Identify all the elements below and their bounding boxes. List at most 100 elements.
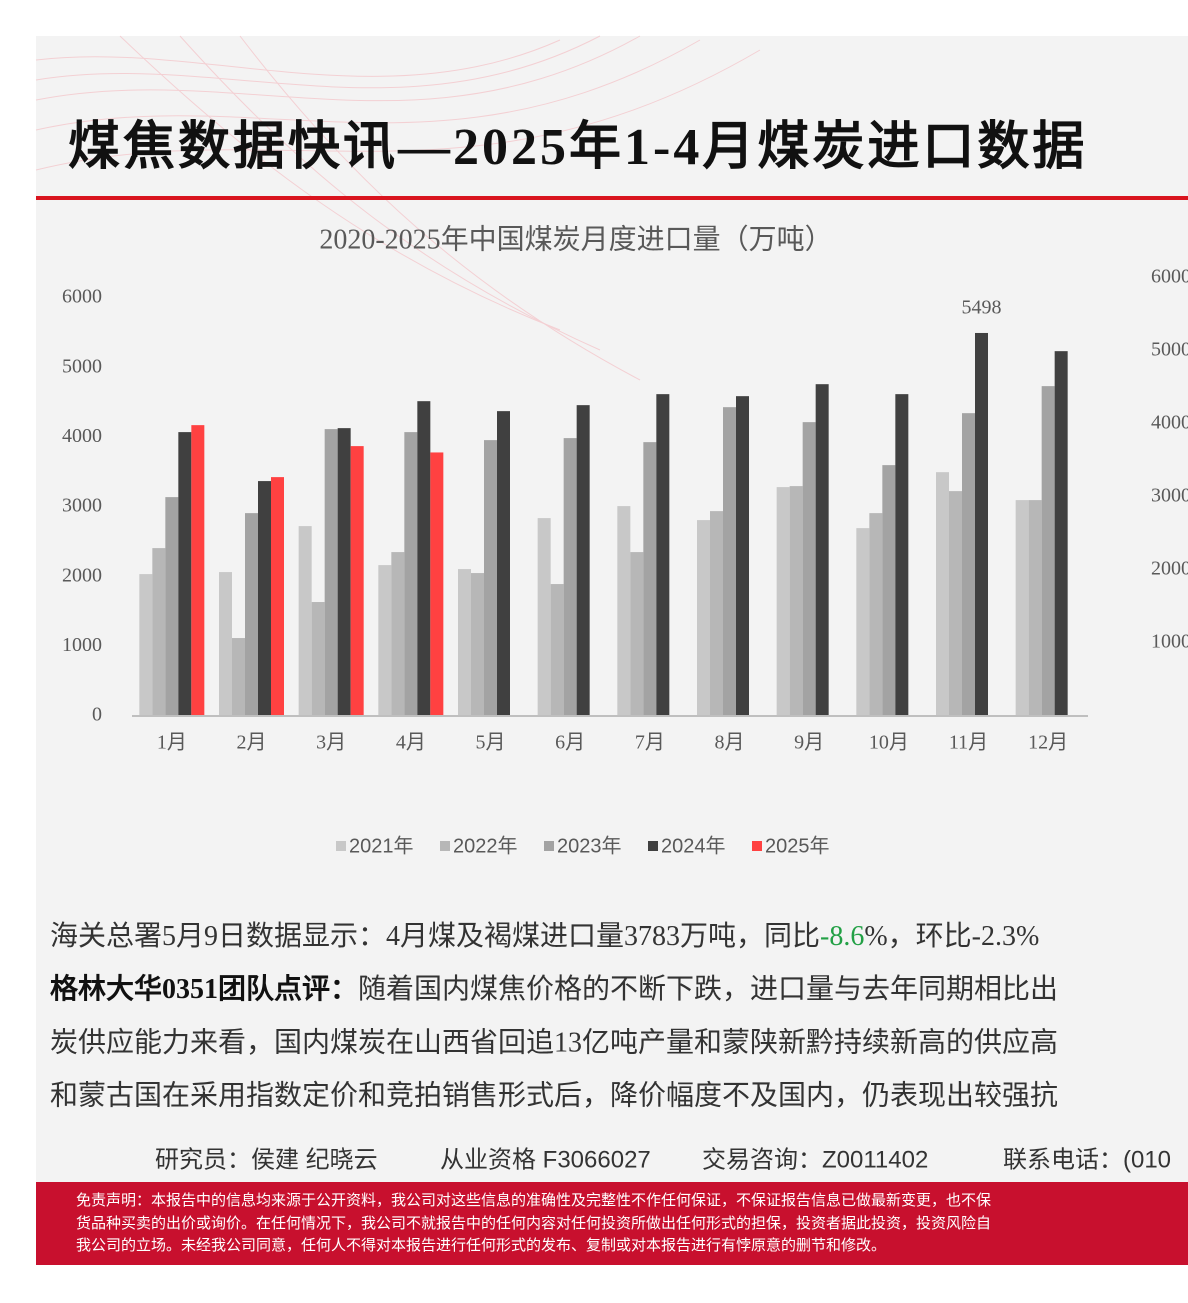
y-tick-label: 5000 [62, 355, 102, 377]
bar [258, 481, 271, 716]
legend-swatch [648, 841, 658, 851]
bar [576, 405, 590, 716]
bar [563, 438, 577, 716]
bar [298, 526, 312, 716]
x-tick-label: 12月 [1028, 732, 1068, 754]
bar [1054, 351, 1068, 716]
bar [471, 573, 484, 716]
legend-label: 2023年 [557, 834, 622, 857]
comment-line: 和蒙古国在采用指数定价和竞拍销售形式后，降价幅度不及国内，仍表现出较强抗 [50, 1079, 1058, 1111]
comment-line: 炭供应能力来看，国内煤炭在山西省回追13亿吨产量和蒙陕新黔持续新高的供应高 [50, 1026, 1058, 1058]
comment-label: 格林大华0351团队点评： [50, 972, 358, 1005]
comment-first-line: 格林大华0351团队点评：随着国内煤焦价格的不断下跌，进口量与去年同期相比出 [50, 972, 1058, 1005]
news-suffix: %，环比-2.3% [864, 920, 1039, 952]
bar [710, 511, 723, 716]
bar [736, 396, 749, 716]
bar [139, 574, 153, 716]
bar [895, 394, 909, 716]
comment-line: 随着国内煤焦价格的不断下跌，进口量与去年同期相比出 [358, 973, 1058, 1005]
legend-label: 2021年 [349, 834, 414, 857]
bar [617, 506, 631, 716]
y2-tick-label: 3000 [1151, 485, 1188, 507]
disclaimer-line: 免责声明：本报告中的信息均来源于公开资料，我公司对这些信息的准确性及完整性不作任… [76, 1191, 991, 1209]
x-tick-label: 3月 [316, 732, 346, 754]
y2-tick-label: 5000 [1151, 339, 1188, 361]
y2-tick-label: 2000 [1151, 558, 1188, 580]
bar [245, 513, 258, 716]
disclaimer-box [36, 1182, 1188, 1265]
x-tick-label: 6月 [555, 732, 585, 754]
bar [789, 486, 803, 716]
news-yoy: -8.6 [820, 921, 864, 952]
legend-swatch [336, 841, 346, 851]
bar [165, 497, 179, 716]
y2-tick-label: 4000 [1151, 412, 1188, 434]
legend-swatch [752, 841, 762, 851]
bar [882, 465, 896, 716]
y-tick-label: 6000 [62, 286, 102, 308]
bar [1041, 386, 1055, 716]
bar [458, 569, 471, 716]
consult: 交易咨询：Z0011402 [702, 1146, 928, 1173]
bar [656, 394, 670, 716]
bar [232, 638, 245, 716]
bar [776, 487, 790, 716]
bar [324, 429, 338, 716]
bar [869, 513, 883, 716]
bar [484, 440, 497, 716]
bar [430, 452, 444, 716]
bar [1015, 500, 1029, 716]
bar [178, 432, 192, 716]
y-tick-label: 3000 [62, 495, 102, 517]
decorative-waves [35, 35, 761, 381]
x-tick-label: 9月 [794, 732, 824, 754]
x-tick-label: 11月 [949, 732, 988, 754]
bar [856, 528, 870, 716]
legend-swatch [440, 841, 450, 851]
news-prefix: 海关总署5月9日数据显示：4月煤及褐煤进口量3783万吨，同比 [50, 920, 820, 952]
license: 从业资格 F3066027 [440, 1146, 651, 1173]
news-text: 海关总署5月9日数据显示：4月煤及褐煤进口量3783万吨，同比-8.6%，环比-… [50, 920, 1039, 952]
legend-label: 2025年 [765, 834, 830, 857]
bar [643, 442, 657, 716]
chart-title: 2020-2025年中国煤炭月度进口量（万吨） [319, 223, 832, 255]
bar [497, 411, 510, 716]
bar [337, 428, 351, 716]
legend-swatch [544, 841, 554, 851]
title-rule [36, 196, 1188, 200]
bar [962, 413, 975, 716]
bar [191, 425, 205, 716]
y-tick-label: 4000 [62, 425, 102, 447]
y-tick-label: 0 [92, 704, 102, 726]
x-tick-label: 8月 [715, 732, 745, 754]
bar [550, 584, 564, 716]
y-tick-label: 2000 [62, 564, 102, 586]
bar [152, 548, 166, 716]
bar [1028, 500, 1042, 716]
bar [391, 552, 405, 716]
y2-tick-label: 6000 [1151, 266, 1188, 288]
bar [802, 422, 816, 716]
chart: 0 1000 2000 3000 4000 5000 6000 1000 2000 3000 400… [62, 266, 1188, 858]
x-tick-label: 7月 [635, 732, 665, 754]
bar [815, 384, 829, 716]
bar [949, 491, 962, 716]
bar [936, 472, 949, 716]
data-label: 5498 [962, 297, 1002, 319]
bar [697, 520, 710, 716]
x-tick-label: 4月 [396, 732, 426, 754]
bar [417, 401, 431, 716]
phone: 联系电话：(010 [1003, 1146, 1171, 1173]
legend-label: 2024年 [661, 834, 726, 857]
legend-label: 2022年 [453, 834, 518, 857]
bar [311, 602, 325, 716]
y-tick-label: 1000 [62, 634, 102, 656]
bar [975, 332, 988, 716]
bar [537, 518, 551, 716]
page-title: 煤焦数据快讯—2025年1-4月煤炭进口数据 [68, 118, 1087, 176]
x-tick-label: 2月 [237, 732, 267, 754]
disclaimer-line: 我公司的立场。未经我公司同意，任何人不得对本报告进行任何形式的发布、复制或对本报… [76, 1236, 886, 1254]
bar [630, 552, 644, 716]
bar [404, 432, 418, 716]
